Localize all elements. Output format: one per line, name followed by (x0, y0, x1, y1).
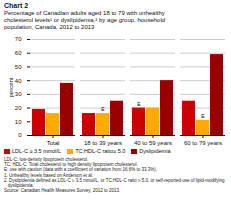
html-text:population, Canada, 2012 to 20: population, Canada, 2012 to 2013 (4, 24, 95, 30)
svg-text:60: 60 (15, 50, 22, 56)
html-text:1. Unhealthy levels based on A: 1. Unhealthy levels based on Anderson et… (4, 172, 94, 178)
svg-text:40: 40 (15, 78, 22, 84)
svg-text:30: 30 (15, 91, 22, 97)
html-text:2. Dyslipidemia defined as LDL: 2. Dyslipidemia defined as LDL-C ≥ 3.5 m… (4, 177, 225, 183)
html-text:Chart 2: Chart 2 (4, 2, 29, 9)
svg-text:20: 20 (15, 105, 22, 111)
html-text:Source: Canadian Health Measur: Source: Canadian Health Measures Survey,… (4, 188, 121, 194)
svg-text:0: 0 (18, 132, 22, 138)
html-text:TC: HDL-C: Total cholesterol t: TC: HDL-C: Total cholesterol to high den… (4, 162, 138, 168)
svg-text:60 to 79 years: 60 to 79 years (184, 140, 222, 146)
html-text:LDL-C ≥ 3.5 mmol/L: LDL-C ≥ 3.5 mmol/L (12, 148, 62, 154)
html-text:Dyslipidemia: Dyslipidemia (139, 148, 171, 154)
html-text:LDL-C: low-density lipoprotein: LDL-C: low-density lipoprotein cholester… (4, 157, 89, 162)
svg-text:50: 50 (15, 64, 22, 70)
svg-text:18 to 39 years: 18 to 39 years (84, 140, 122, 146)
svg-text:70: 70 (15, 36, 22, 42)
html-text:E: use with caution (data with: E: use with caution (data with a coeffic… (4, 167, 157, 173)
html-text:TC:HDL-C ratio≥ 5.0: TC:HDL-C ratio≥ 5.0 (75, 148, 126, 154)
svg-text:Total: Total (47, 140, 60, 146)
svg-text:40 to 59 years: 40 to 59 years (134, 140, 172, 146)
svg-text:E: E (201, 113, 205, 119)
svg-text:E: E (137, 101, 141, 107)
html-text:cholesterol levels¹ or dyslipi: cholesterol levels¹ or dyslipidemia,² by… (4, 17, 166, 23)
svg-text:percent: percent (8, 77, 14, 97)
svg-text:E: E (101, 106, 105, 112)
html-text:dyslipidemia.: dyslipidemia. (4, 183, 34, 188)
html-text:Percentage of Canadian adults: Percentage of Canadian adults aged 18 to… (4, 10, 165, 16)
svg-text:10: 10 (15, 119, 22, 125)
